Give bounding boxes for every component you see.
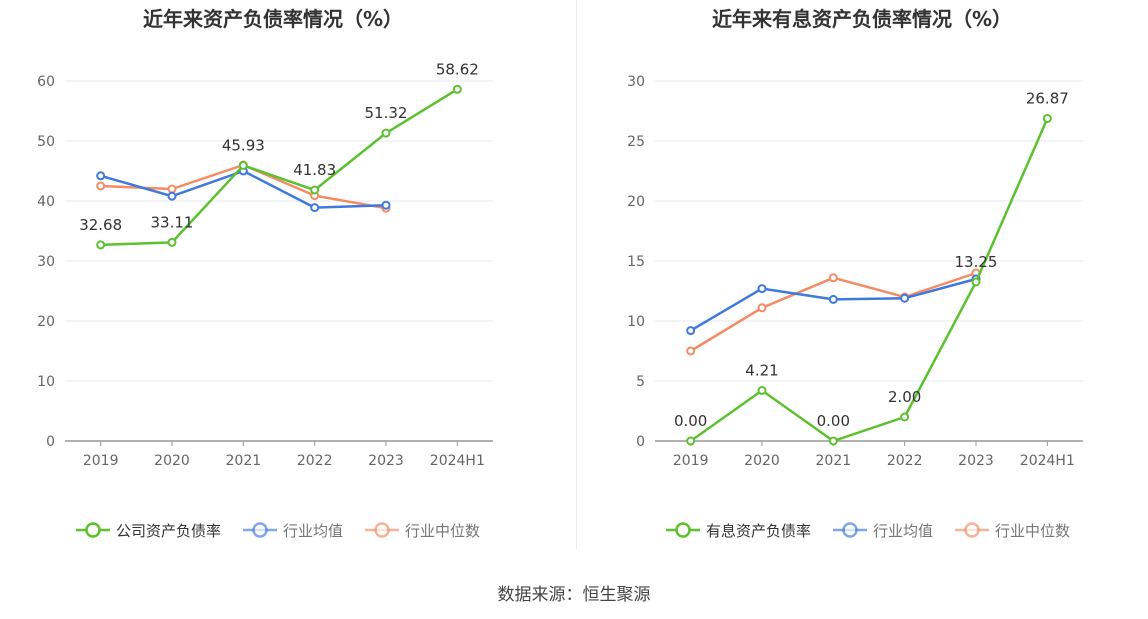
chart-title: 近年来有息资产负债率情况（%）	[712, 7, 1012, 31]
y-tick-label: 10	[37, 374, 55, 390]
legend-label: 行业均值	[873, 522, 933, 540]
data-point-company	[310, 185, 320, 195]
data-label: 32.68	[79, 216, 122, 234]
legend-label: 行业中位数	[405, 522, 480, 540]
data-point-company	[757, 385, 767, 395]
data-point-avg	[686, 326, 696, 336]
data-label: 0.00	[817, 412, 850, 430]
data-label: 41.83	[293, 161, 336, 179]
y-tick-label: 5	[636, 374, 645, 390]
legend-marker-avg	[842, 522, 858, 538]
legend-label: 行业均值	[283, 522, 343, 540]
y-tick-label: 60	[37, 74, 55, 90]
legend-label: 有息资产负债率	[706, 522, 811, 540]
x-tick-label: 2023	[958, 453, 994, 469]
y-tick-label: 40	[37, 194, 55, 210]
data-point-avg	[167, 191, 177, 201]
panel-divider	[576, 0, 577, 550]
data-point-avg	[310, 203, 320, 213]
data-label: 13.25	[955, 253, 998, 271]
y-tick-label: 0	[636, 434, 645, 450]
y-tick-label: 20	[627, 194, 645, 210]
data-point-avg	[381, 200, 391, 210]
legend-marker-company	[85, 522, 101, 538]
y-tick-label: 15	[627, 254, 645, 270]
data-point-company	[381, 128, 391, 138]
data-point-company	[238, 160, 248, 170]
data-point-avg	[900, 293, 910, 303]
data-point-company	[686, 436, 696, 446]
data-label: 58.62	[436, 60, 479, 78]
data-point-median	[167, 184, 177, 194]
data-label: 2.00	[888, 388, 921, 406]
x-tick-label: 2022	[297, 453, 333, 469]
data-point-company	[1042, 114, 1052, 124]
data-point-median	[757, 303, 767, 313]
data-point-company	[828, 436, 838, 446]
data-point-median	[686, 346, 696, 356]
y-tick-label: 10	[627, 314, 645, 330]
data-point-avg	[96, 171, 106, 181]
x-tick-label: 2022	[887, 453, 923, 469]
legend-marker-median	[374, 522, 390, 538]
data-label: 4.21	[745, 361, 778, 379]
legend-marker-company	[675, 522, 691, 538]
x-tick-label: 2019	[83, 453, 119, 469]
chart-title: 近年来资产负债率情况（%）	[143, 7, 403, 31]
y-tick-label: 50	[37, 134, 55, 150]
data-label: 33.11	[151, 213, 194, 231]
data-label: 45.93	[222, 136, 265, 154]
data-point-median	[96, 181, 106, 191]
x-tick-label: 2019	[673, 453, 709, 469]
x-tick-label: 2024H1	[430, 453, 485, 469]
data-point-company	[452, 84, 462, 94]
data-label: 51.32	[365, 104, 408, 122]
legend-marker-median	[964, 522, 980, 538]
x-tick-label: 2020	[744, 453, 780, 469]
data-point-company	[167, 237, 177, 247]
y-tick-label: 30	[627, 74, 645, 90]
data-point-company	[900, 412, 910, 422]
legend-label: 行业中位数	[995, 522, 1070, 540]
data-label: 0.00	[674, 412, 707, 430]
x-tick-label: 2024H1	[1020, 453, 1075, 469]
data-point-company	[96, 240, 106, 250]
legend-marker-avg	[252, 522, 268, 538]
y-tick-label: 30	[37, 254, 55, 270]
x-tick-label: 2021	[226, 453, 262, 469]
series-line-avg	[100, 169, 387, 209]
y-tick-label: 20	[37, 314, 55, 330]
legend-label: 公司资产负债率	[116, 522, 221, 540]
data-point-company	[971, 277, 981, 287]
x-tick-label: 2020	[154, 453, 190, 469]
series-line-median	[690, 271, 977, 353]
data-point-avg	[828, 294, 838, 304]
data-point-avg	[757, 284, 767, 294]
y-tick-label: 25	[627, 134, 645, 150]
y-tick-label: 0	[46, 434, 55, 450]
x-tick-label: 2023	[368, 453, 404, 469]
data-point-median	[828, 273, 838, 283]
data-source-note: 数据来源：恒生聚源	[497, 585, 651, 605]
x-tick-label: 2021	[816, 453, 852, 469]
data-label: 26.87	[1026, 90, 1069, 108]
series-line-company	[100, 88, 458, 247]
series-line-company	[689, 118, 1049, 443]
